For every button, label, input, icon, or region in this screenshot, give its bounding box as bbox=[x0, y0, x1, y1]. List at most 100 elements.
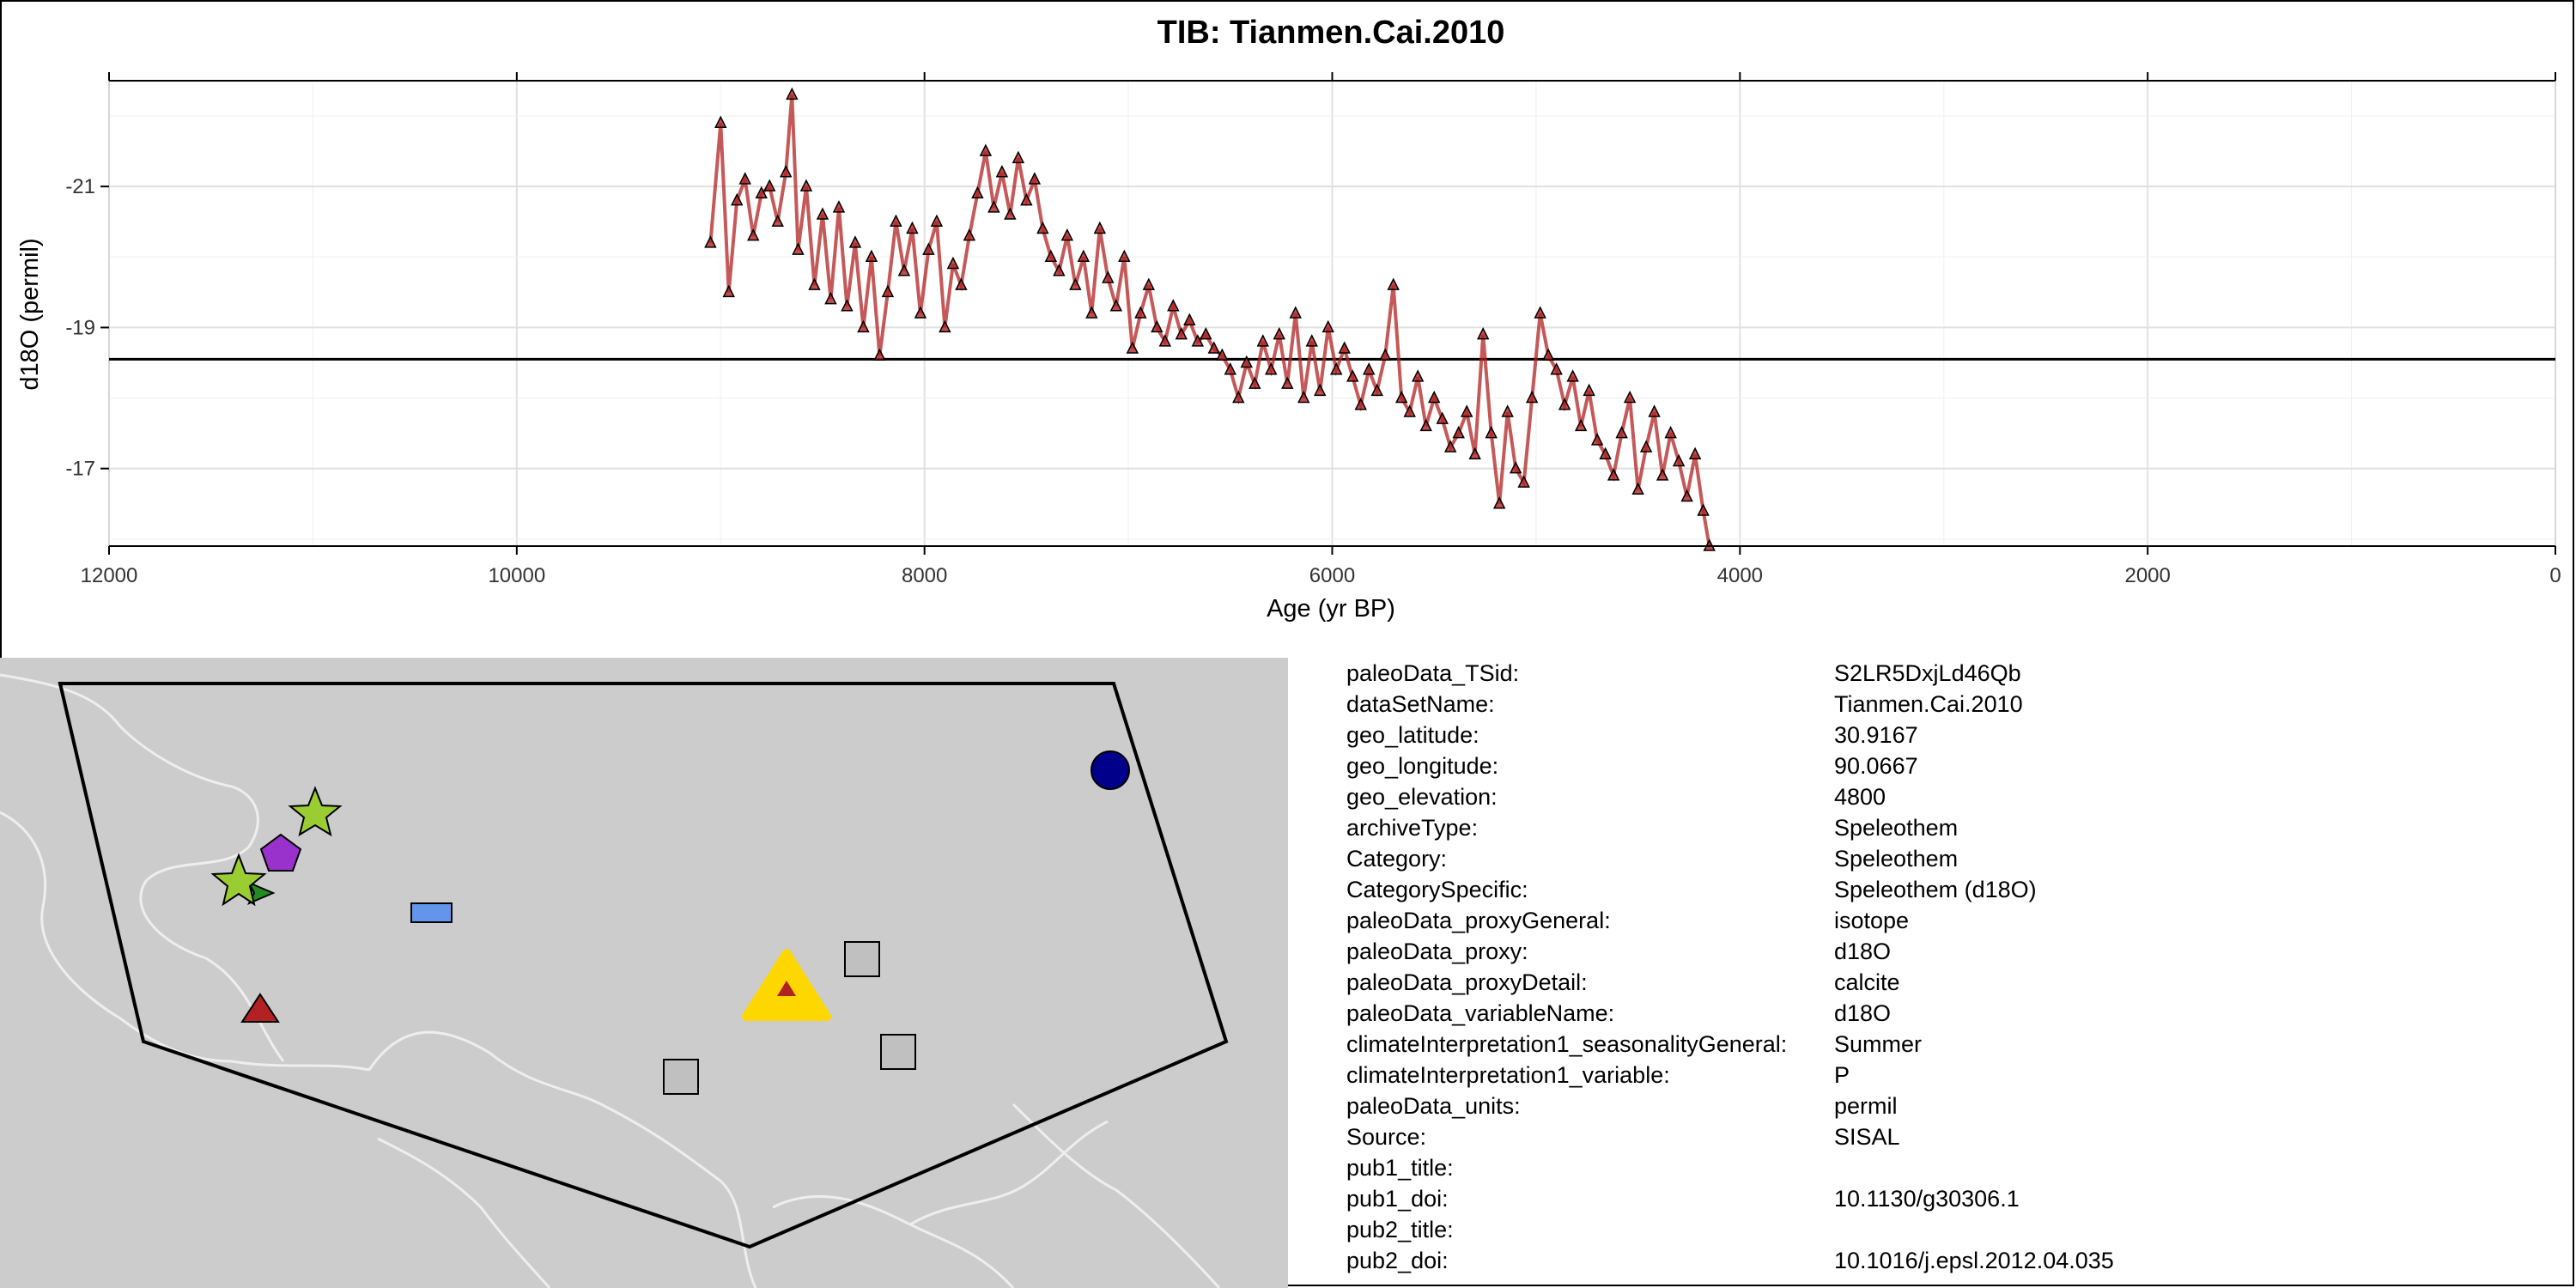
data-point bbox=[1289, 306, 1302, 319]
data-point bbox=[922, 242, 935, 255]
site-marker-pentagon bbox=[259, 833, 302, 872]
data-point bbox=[799, 179, 813, 191]
data-point bbox=[1387, 277, 1400, 290]
data-point bbox=[1053, 264, 1066, 276]
data-point bbox=[1158, 334, 1172, 347]
data-point bbox=[1175, 326, 1188, 340]
data-point bbox=[946, 256, 960, 270]
data-point bbox=[1599, 447, 1612, 459]
data-point bbox=[1419, 418, 1432, 432]
data-point bbox=[786, 87, 799, 100]
metadata-value: 30.9167 bbox=[1834, 722, 1918, 748]
metadata-value: 10.1016/j.epsl.2012.04.035 bbox=[1834, 1248, 2114, 1273]
data-point bbox=[731, 192, 744, 206]
site-marker-square-3 bbox=[663, 1059, 699, 1095]
site-marker-star-1 bbox=[288, 786, 343, 837]
metadata-key: paleoData_proxy: bbox=[1346, 939, 1528, 964]
metadata-key: geo_latitude: bbox=[1346, 722, 1479, 748]
metadata-row: geo_latitude: 30.9167 bbox=[1346, 720, 2566, 750]
data-point bbox=[848, 235, 862, 248]
data-point bbox=[1256, 334, 1269, 347]
metadata-row: paleoData_units: permil bbox=[1346, 1091, 2566, 1121]
metadata-value: 10.1130/g30306.1 bbox=[1834, 1186, 2020, 1212]
metadata-value: Speleothem bbox=[1834, 815, 1959, 841]
metadata-key: climateInterpretation1_seasonalityGenera… bbox=[1346, 1031, 1788, 1057]
data-point bbox=[1443, 440, 1457, 453]
data-point bbox=[1509, 460, 1522, 474]
data-point bbox=[914, 306, 927, 319]
data-point bbox=[1191, 334, 1205, 347]
metadata-row: climateInterpretation1_seasonalityGenera… bbox=[1346, 1029, 2566, 1060]
data-point bbox=[1314, 383, 1327, 397]
metadata-row: pub2_doi: 10.1016/j.epsl.2012.04.035 bbox=[1346, 1245, 2566, 1276]
data-point bbox=[1249, 376, 1261, 389]
data-point bbox=[1583, 383, 1595, 397]
data-point bbox=[1460, 404, 1473, 417]
data-point bbox=[1305, 334, 1318, 347]
metadata-row: paleoData_proxy: d18O bbox=[1346, 936, 2566, 967]
data-point bbox=[1534, 306, 1546, 319]
metadata-value: Speleothem (d18O) bbox=[1834, 877, 2037, 902]
data-point bbox=[1541, 348, 1555, 361]
metadata-key: paleoData_proxyGeneral: bbox=[1346, 908, 1611, 933]
data-point bbox=[1109, 299, 1123, 312]
data-point bbox=[1615, 425, 1628, 439]
data-point bbox=[832, 200, 846, 213]
data-point bbox=[1069, 277, 1082, 290]
metadata-value: 90.0667 bbox=[1834, 753, 1918, 779]
metadata-key: paleoData_TSid: bbox=[1346, 660, 1520, 686]
chart-title: TIB: Tianmen.Cai.2010 bbox=[1157, 15, 1505, 51]
data-point bbox=[1321, 319, 1334, 333]
site-marker-square-1 bbox=[844, 941, 880, 977]
data-point bbox=[1142, 277, 1156, 290]
data-point bbox=[1093, 221, 1107, 234]
data-point bbox=[1476, 326, 1490, 340]
metadata-key: archiveType: bbox=[1346, 815, 1479, 841]
x-tick-label: 4000 bbox=[1717, 564, 1763, 587]
y-axis-ticks: -21 -19 -17 bbox=[65, 175, 109, 481]
site-marker-circle bbox=[1091, 750, 1130, 790]
data-point bbox=[1550, 362, 1563, 375]
metadata-key: paleoData_variableName: bbox=[1346, 1000, 1615, 1026]
site-marker-highlight-inner bbox=[777, 981, 796, 996]
metadata-row: paleoData_proxyGeneral: isotope bbox=[1346, 905, 2566, 936]
data-series bbox=[704, 87, 1716, 551]
data-point bbox=[987, 200, 1000, 213]
metadata-row: pub1_doi: 10.1130/g30306.1 bbox=[1346, 1183, 2566, 1214]
metadata-key: paleoData_proxyDetail: bbox=[1346, 969, 1588, 995]
data-point bbox=[1044, 249, 1058, 263]
metadata-key: Source: bbox=[1346, 1124, 1427, 1150]
metadata-value: calcite bbox=[1834, 969, 1900, 995]
data-point bbox=[747, 228, 760, 241]
data-point bbox=[714, 115, 727, 129]
site-marker-triangle bbox=[240, 993, 280, 1023]
data-point bbox=[1346, 369, 1359, 382]
data-point bbox=[1060, 228, 1074, 241]
data-point bbox=[1525, 390, 1539, 404]
data-point bbox=[1452, 425, 1465, 439]
metadata-value: S2LR5DxjLd46Qb bbox=[1834, 660, 2021, 686]
metadata-value: d18O bbox=[1834, 1000, 1892, 1026]
metadata-key: geo_longitude: bbox=[1346, 753, 1499, 779]
data-point bbox=[1151, 319, 1163, 333]
metadata-value: permil bbox=[1834, 1093, 1898, 1119]
metadata-row: climateInterpretation1_variable: P bbox=[1346, 1060, 2566, 1091]
data-point bbox=[1004, 207, 1017, 220]
data-point bbox=[1697, 503, 1710, 516]
data-point bbox=[704, 235, 717, 248]
data-point bbox=[1363, 362, 1376, 375]
data-point bbox=[1036, 221, 1049, 234]
data-point bbox=[1085, 306, 1098, 319]
y-tick-label: -17 bbox=[65, 458, 95, 481]
metadata-value: isotope bbox=[1834, 908, 1910, 933]
data-point bbox=[971, 185, 984, 199]
metadata-row: Category: Speleothem bbox=[1346, 843, 2566, 874]
metadata-key: Category: bbox=[1346, 846, 1448, 872]
data-point bbox=[1672, 453, 1686, 467]
data-point bbox=[1427, 390, 1441, 404]
data-point bbox=[1281, 376, 1294, 389]
map-background bbox=[0, 658, 1288, 1288]
metadata-key: pub1_title: bbox=[1346, 1155, 1454, 1181]
data-point bbox=[881, 284, 895, 298]
metadata-panel: paleoData_TSid: S2LR5DxjLd46Qb dataSetName… bbox=[1346, 658, 2566, 1285]
